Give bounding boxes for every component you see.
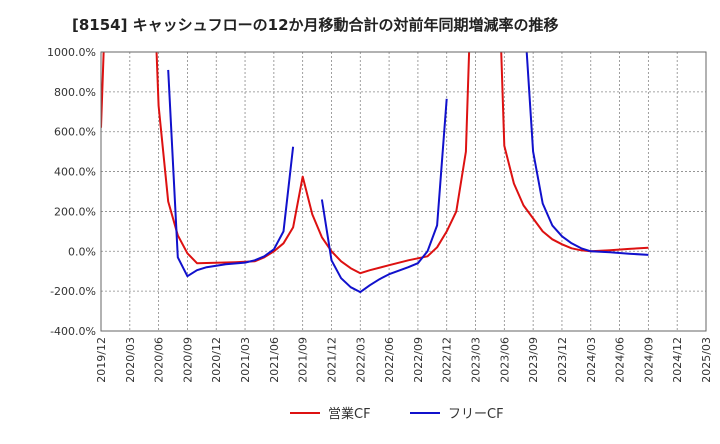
x-tick-label: 2021/12 xyxy=(325,337,338,383)
x-tick-label: 2020/03 xyxy=(124,337,137,383)
series-line-operating-cf xyxy=(101,52,649,275)
x-tick-label: 2024/09 xyxy=(642,337,655,383)
series-line-free-cf xyxy=(167,69,295,278)
series-line-free-cf xyxy=(525,52,649,256)
y-tick-label: 0.0% xyxy=(68,245,96,258)
y-tick-label: 400.0% xyxy=(54,166,96,179)
y-tick-label: 200.0% xyxy=(54,205,96,218)
series-line-free-cf xyxy=(320,98,448,294)
x-tick-label: 2024/12 xyxy=(671,337,684,383)
x-tick-label: 2021/09 xyxy=(297,337,310,383)
x-tick-label: 2024/06 xyxy=(614,337,627,383)
x-tick-label: 2021/06 xyxy=(268,337,281,383)
series-lines xyxy=(101,52,649,294)
x-tick-label: 2023/06 xyxy=(498,337,511,383)
x-tick-label: 2023/09 xyxy=(527,337,540,383)
x-tick-label: 2020/09 xyxy=(181,337,194,383)
x-tick-label: 2022/09 xyxy=(412,337,425,383)
chart-title: [8154] キャッシュフローの12か月移動合計の対前年同期増減率の推移 xyxy=(72,16,559,34)
y-tick-label: 1000.0% xyxy=(47,46,96,59)
grid-lines xyxy=(100,51,707,332)
x-tick-label: 2023/12 xyxy=(556,337,569,383)
plot-frame xyxy=(100,51,707,332)
y-tick-label: 800.0% xyxy=(54,86,96,99)
x-tick-label: 2019/12 xyxy=(95,337,108,383)
x-tick-label: 2020/06 xyxy=(153,337,166,383)
y-tick-label: -200.0% xyxy=(50,285,96,298)
legend-label: 営業CF xyxy=(328,406,371,422)
x-tick-label: 2022/06 xyxy=(383,337,396,383)
y-tick-label: 600.0% xyxy=(54,126,96,139)
legend-label: フリーCF xyxy=(448,407,504,422)
x-tick-label: 2024/03 xyxy=(585,337,598,383)
axes: -400.0% -200.0% 0.0% 200.0% 400.0% 600.0% 800.… xyxy=(47,46,713,383)
x-tick-label: 2025/03 xyxy=(700,337,713,383)
x-tick-label: 2023/03 xyxy=(470,337,483,383)
y-tick-label: -400.0% xyxy=(50,325,96,338)
legend: 営業CF フリーCF xyxy=(290,406,504,422)
x-tick-label: 2020/12 xyxy=(210,337,223,383)
x-tick-label: 2022/03 xyxy=(354,337,367,383)
x-tick-label: 2022/12 xyxy=(441,337,454,383)
x-tick-label: 2021/03 xyxy=(239,337,252,383)
